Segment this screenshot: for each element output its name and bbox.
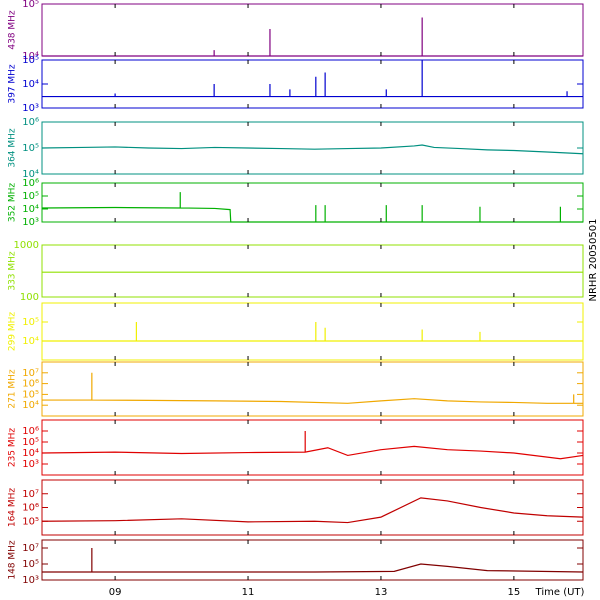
side-label: NRHR 20050501 [588,219,599,302]
data-line [42,548,584,573]
panel-frame [41,121,584,175]
x-tick-label: 11 [242,587,255,598]
data-line [41,144,584,155]
y-tick-label: 10³ [22,103,39,114]
y-tick-label: 10³ [22,459,39,470]
data-line [42,372,583,404]
y-tick-label: 10⁴ [22,448,39,459]
y-tick-label: 10⁴ [22,336,39,347]
panel-frame [41,182,584,223]
y-tick-label: 10⁵ [22,317,39,328]
panel-frame [41,479,584,536]
y-tick-label: 10⁵ [22,516,39,527]
x-tick-label: 09 [109,587,122,598]
data-line [42,322,583,342]
x-tick-label: 15 [508,587,521,598]
data-line [41,192,583,223]
y-tick-label: 10⁵ [22,0,39,10]
panel-title: 299 MHz [8,312,18,352]
y-tick-label: 10⁶ [22,426,39,437]
panel-title: 235 MHz [8,428,18,468]
panel-frame [41,419,584,476]
y-tick-label: 10⁴ [22,79,39,90]
y-tick-label: 1000 [14,240,39,251]
y-tick-label: 10⁵ [22,143,39,154]
panel-title: 397 MHz [8,64,18,104]
y-tick-label: 10⁴ [22,51,39,62]
panel-title: 164 MHz [8,488,18,528]
y-tick-label: 10⁴ [22,400,39,411]
y-tick-label: 10⁵ [22,191,39,202]
panel-frame [41,244,584,298]
y-tick-label: 10⁷ [22,368,39,379]
panel-frame [41,539,584,581]
y-tick-label: 10⁵ [22,389,39,400]
panel-title: 333 MHz [8,251,18,291]
panel-title: 438 MHz [8,10,18,50]
y-tick-label: 10⁷ [22,543,39,554]
y-tick-label: 100 [20,292,39,303]
x-tick-label: 13 [375,587,388,598]
y-tick-label: 10⁴ [22,169,39,180]
data-line [41,431,584,460]
y-tick-label: 10⁶ [22,178,39,189]
x-axis-label: Time (UT) [535,587,585,598]
y-tick-label: 10⁶ [22,379,39,390]
y-tick-label: 10⁶ [22,117,39,128]
data-line [42,60,583,98]
panel-title: 271 MHz [8,369,18,409]
y-tick-label: 10³ [22,575,39,586]
data-line [42,17,583,57]
y-tick-label: 10³ [22,217,39,228]
panel-title: 148 MHz [8,540,18,580]
panel-frame [41,361,584,417]
y-tick-label: 10⁵ [22,559,39,570]
y-tick-label: 10⁵ [22,55,39,66]
data-line [41,497,584,524]
panel-title: 364 MHz [8,128,18,168]
panel-frame [41,302,584,361]
panel-frame [41,59,584,109]
y-tick-label: 10⁵ [22,437,39,448]
y-tick-label: 10⁴ [22,204,39,215]
panel-frame [41,3,584,57]
y-tick-label: 10⁷ [22,489,39,500]
panel-title: 352 MHz [8,183,18,223]
y-tick-label: 10⁶ [22,503,39,514]
